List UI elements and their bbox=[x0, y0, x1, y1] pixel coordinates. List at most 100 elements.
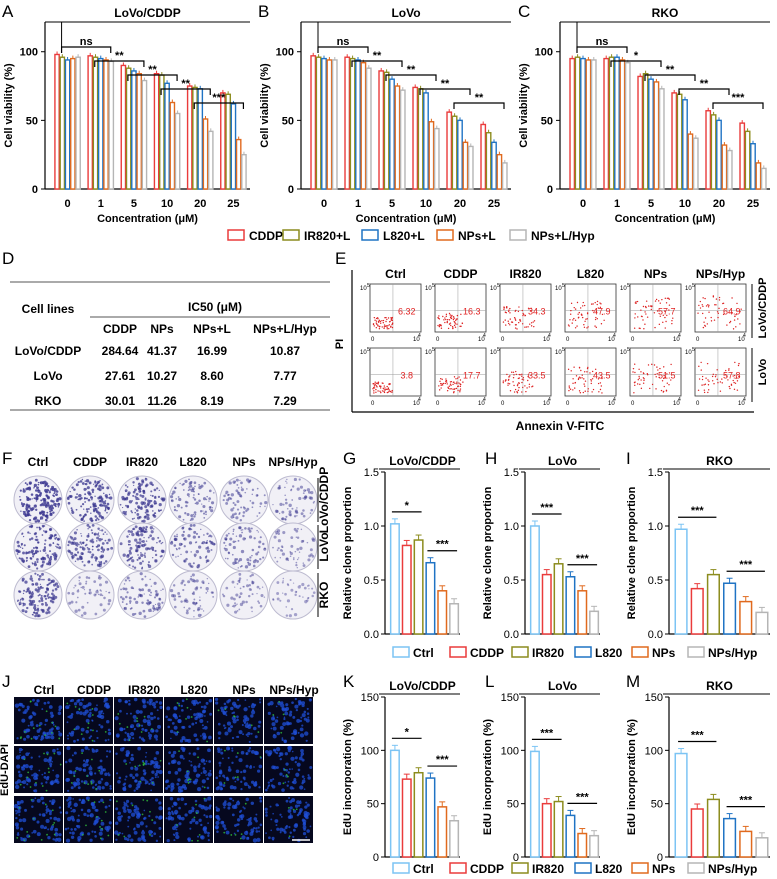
colony-dot bbox=[128, 596, 132, 600]
colony-dot bbox=[70, 551, 74, 555]
bar-nps-l-hyp bbox=[692, 137, 699, 190]
colony-dot bbox=[150, 591, 153, 594]
nucleus bbox=[145, 751, 148, 754]
nucleus bbox=[198, 818, 202, 822]
colony-dot bbox=[277, 547, 280, 550]
flow-dot bbox=[571, 322, 573, 324]
flow-dot bbox=[447, 386, 449, 389]
colony-dot bbox=[52, 511, 55, 514]
edu-positive bbox=[230, 834, 233, 836]
nucleus bbox=[227, 757, 230, 760]
colony-dot bbox=[33, 552, 36, 555]
flow-dot bbox=[708, 380, 710, 383]
nucleus bbox=[276, 731, 281, 736]
colony-dot bbox=[40, 585, 43, 588]
nucleus bbox=[59, 811, 63, 814]
nucleus bbox=[93, 740, 96, 743]
flow-dot bbox=[438, 318, 441, 320]
flow-dot bbox=[717, 381, 719, 384]
y-axis-label: Cell viability (%) bbox=[259, 63, 271, 148]
flow-dot bbox=[373, 387, 376, 389]
colony-plate bbox=[65, 475, 115, 525]
flow-dot bbox=[567, 368, 570, 371]
nucleus bbox=[167, 762, 171, 765]
table-col-header: NPs+L/Hyp bbox=[253, 322, 317, 336]
nucleus bbox=[296, 762, 301, 767]
flow-dot bbox=[739, 311, 741, 313]
nucleus bbox=[29, 722, 34, 727]
nucleus bbox=[206, 786, 210, 790]
colony-dot bbox=[281, 546, 284, 549]
nucleus bbox=[200, 805, 205, 810]
nucleus bbox=[57, 751, 62, 756]
colony-dot bbox=[71, 554, 75, 559]
flow-dot bbox=[733, 388, 736, 391]
colony-dot bbox=[32, 611, 36, 614]
nucleus bbox=[21, 718, 26, 723]
flow-y-tick: 10 bbox=[620, 286, 627, 292]
nucleus bbox=[68, 758, 73, 763]
flow-dot bbox=[651, 363, 653, 366]
nucleus bbox=[150, 789, 153, 792]
edu-positive bbox=[104, 731, 107, 733]
x-tick-label: 5 bbox=[131, 198, 137, 210]
colony-dot bbox=[289, 555, 292, 558]
colony-dot bbox=[249, 559, 252, 562]
colony-dot bbox=[284, 518, 287, 521]
colony-dot bbox=[44, 590, 48, 594]
flow-dot bbox=[385, 388, 388, 391]
nucleus bbox=[291, 750, 294, 753]
colony-dot bbox=[30, 537, 34, 540]
edu-positive bbox=[66, 702, 69, 705]
colony-dot bbox=[85, 479, 90, 483]
colony-dot bbox=[141, 503, 143, 506]
nucleus bbox=[67, 715, 70, 718]
nucleus bbox=[91, 805, 96, 810]
nucleus bbox=[243, 715, 248, 720]
flow-x-tick-exp: 4 bbox=[548, 397, 551, 403]
nucleus bbox=[90, 802, 95, 807]
nucleus bbox=[165, 817, 168, 820]
colony-dot bbox=[56, 585, 60, 589]
nucleus bbox=[104, 739, 108, 742]
nucleus bbox=[15, 755, 21, 760]
flow-dot bbox=[448, 385, 451, 387]
bar-l820-l bbox=[197, 88, 204, 190]
flow-dot bbox=[701, 384, 703, 386]
colony-dot bbox=[254, 558, 257, 562]
flow-dot bbox=[453, 391, 455, 393]
flow-dot bbox=[510, 321, 513, 323]
flow-dot bbox=[729, 387, 731, 390]
colony-dot bbox=[21, 547, 24, 550]
nucleus bbox=[292, 828, 296, 832]
colony-dot bbox=[184, 500, 188, 504]
nucleus bbox=[302, 821, 306, 825]
colony-dot bbox=[227, 532, 230, 535]
flow-dot bbox=[577, 377, 580, 380]
colony-dot bbox=[94, 612, 98, 616]
colony-dot bbox=[231, 580, 235, 584]
colony-dot bbox=[32, 546, 35, 550]
colony-dot bbox=[226, 557, 229, 560]
flow-dot bbox=[599, 382, 602, 384]
flow-dot bbox=[459, 388, 462, 390]
colony-dot bbox=[306, 585, 309, 587]
nucleus bbox=[20, 836, 22, 839]
colony-dot bbox=[132, 587, 135, 590]
flow-dot bbox=[596, 317, 598, 320]
colony-dot bbox=[25, 506, 29, 511]
colony-dot bbox=[85, 576, 89, 579]
colony-dot bbox=[22, 551, 25, 555]
y-tick-label: 100 bbox=[361, 745, 379, 757]
colony-dot bbox=[107, 599, 112, 603]
nucleus bbox=[257, 724, 261, 728]
significance-label: ** bbox=[441, 78, 450, 90]
flow-dot bbox=[517, 310, 520, 313]
nucleus bbox=[280, 816, 283, 818]
colony-dot bbox=[48, 491, 51, 494]
bar-cddp bbox=[637, 75, 644, 190]
colony-dot bbox=[41, 578, 43, 581]
nucleus bbox=[283, 717, 286, 721]
flow-dot bbox=[712, 295, 715, 297]
